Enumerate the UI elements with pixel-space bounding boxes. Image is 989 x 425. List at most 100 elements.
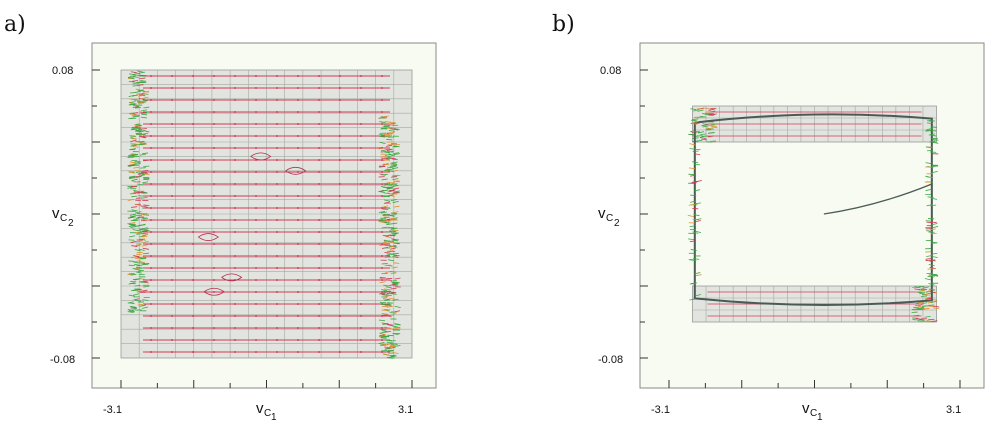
flow-vector (690, 119, 697, 122)
flow-vector (141, 181, 149, 184)
flow-vector (708, 124, 715, 127)
flow-vector (384, 121, 391, 123)
flow-vector (930, 300, 937, 303)
flow-vector (694, 202, 701, 205)
flow-vector (143, 106, 150, 109)
flow-vector (136, 183, 144, 186)
orbit-loop (198, 233, 219, 241)
flow-vector (384, 264, 391, 267)
flow-vector (688, 167, 695, 170)
flow-vector (383, 353, 391, 356)
flow-vector (134, 249, 141, 252)
flow-vector (136, 240, 143, 242)
flow-vector (926, 122, 933, 125)
flow-vector (138, 94, 145, 97)
flow-arrowhead (360, 279, 362, 281)
flow-vector (391, 222, 398, 225)
flow-arrowhead (381, 111, 383, 113)
flow-vector (393, 180, 400, 183)
flow-arrowhead (318, 195, 320, 197)
flow-arrowhead (276, 111, 278, 113)
flow-arrowhead (234, 123, 236, 125)
flow-vector (135, 143, 142, 146)
flow-arrowhead (339, 123, 341, 125)
flow-vector (129, 213, 137, 216)
flow-vector (387, 350, 394, 352)
panel-a-ylabel-subsub: 2 (68, 218, 74, 229)
flow-vector (690, 174, 697, 177)
flow-vector (705, 127, 713, 130)
flow-vector (382, 235, 389, 237)
flow-vector (393, 187, 400, 190)
flow-vector (384, 288, 391, 291)
flow-vector (388, 356, 395, 358)
flow-vector (381, 322, 388, 325)
flow-vector (386, 138, 393, 141)
flow-arrowhead (360, 339, 362, 341)
flow-vector (383, 163, 390, 166)
flow-vector (699, 115, 706, 118)
flow-vector (141, 280, 148, 283)
flow-arrowhead (276, 99, 278, 101)
flow-vector (132, 293, 140, 296)
flow-arrowhead (360, 315, 362, 317)
flow-vector (137, 173, 144, 175)
flow-vector (129, 161, 136, 164)
flow-arrowhead (381, 279, 383, 281)
flow-vector (386, 292, 393, 295)
flow-vector (692, 118, 699, 121)
flow-vector (139, 77, 146, 80)
flow-arrowhead (381, 123, 383, 125)
flow-arrowhead (213, 183, 215, 185)
flow-vector (383, 335, 390, 338)
flow-vector (392, 252, 399, 255)
flow-arrowhead (255, 75, 257, 77)
flow-arrowhead (339, 159, 341, 161)
flow-vector (130, 71, 137, 74)
flow-arrowhead (318, 291, 320, 293)
flow-vector (131, 180, 138, 183)
flow-vector (390, 287, 397, 290)
flow-vector (142, 299, 149, 301)
flow-vector (379, 277, 386, 279)
flow-vector (391, 219, 398, 221)
flow-vector (688, 238, 695, 241)
flow-arrowhead (192, 171, 194, 173)
flow-vector (136, 100, 143, 103)
flow-arrowhead (297, 123, 299, 125)
flow-vector (921, 320, 928, 322)
flow-vector (931, 274, 939, 277)
flow-arrowhead (234, 99, 236, 101)
flow-arrowhead (339, 99, 341, 101)
flow-vector (134, 107, 142, 109)
flow-arrowhead (360, 147, 362, 149)
flow-vector (378, 133, 385, 136)
flow-arrowhead (381, 75, 383, 77)
flow-vector (705, 111, 712, 113)
flow-vector (131, 195, 138, 198)
flow-vector (390, 293, 397, 295)
panel-a-xlabel-main: v (256, 400, 264, 417)
flow-arrowhead (339, 351, 341, 353)
flow-arrowhead (213, 75, 215, 77)
flow-vector (690, 194, 697, 197)
flow-vector (130, 137, 137, 140)
flow-arrowhead (234, 159, 236, 161)
flow-vector (137, 84, 144, 86)
flow-arrowhead (297, 279, 299, 281)
flow-vector (132, 278, 140, 280)
flow-vector (128, 94, 135, 98)
flow-vector (933, 305, 940, 308)
flow-vector (128, 177, 135, 180)
panel-a-ylabel-sub: C (60, 213, 67, 224)
flow-vector (380, 155, 387, 158)
flow-vector (385, 279, 392, 281)
flow-arrowhead (171, 195, 173, 197)
panel-a-xlabel-subsub: 1 (271, 412, 277, 423)
flow-arrowhead (192, 135, 194, 137)
flow-vector (387, 245, 394, 247)
flow-vector (930, 134, 937, 137)
flow-vector (911, 308, 918, 311)
flow-arrowhead (276, 327, 278, 329)
flow-arrowhead (213, 195, 215, 197)
